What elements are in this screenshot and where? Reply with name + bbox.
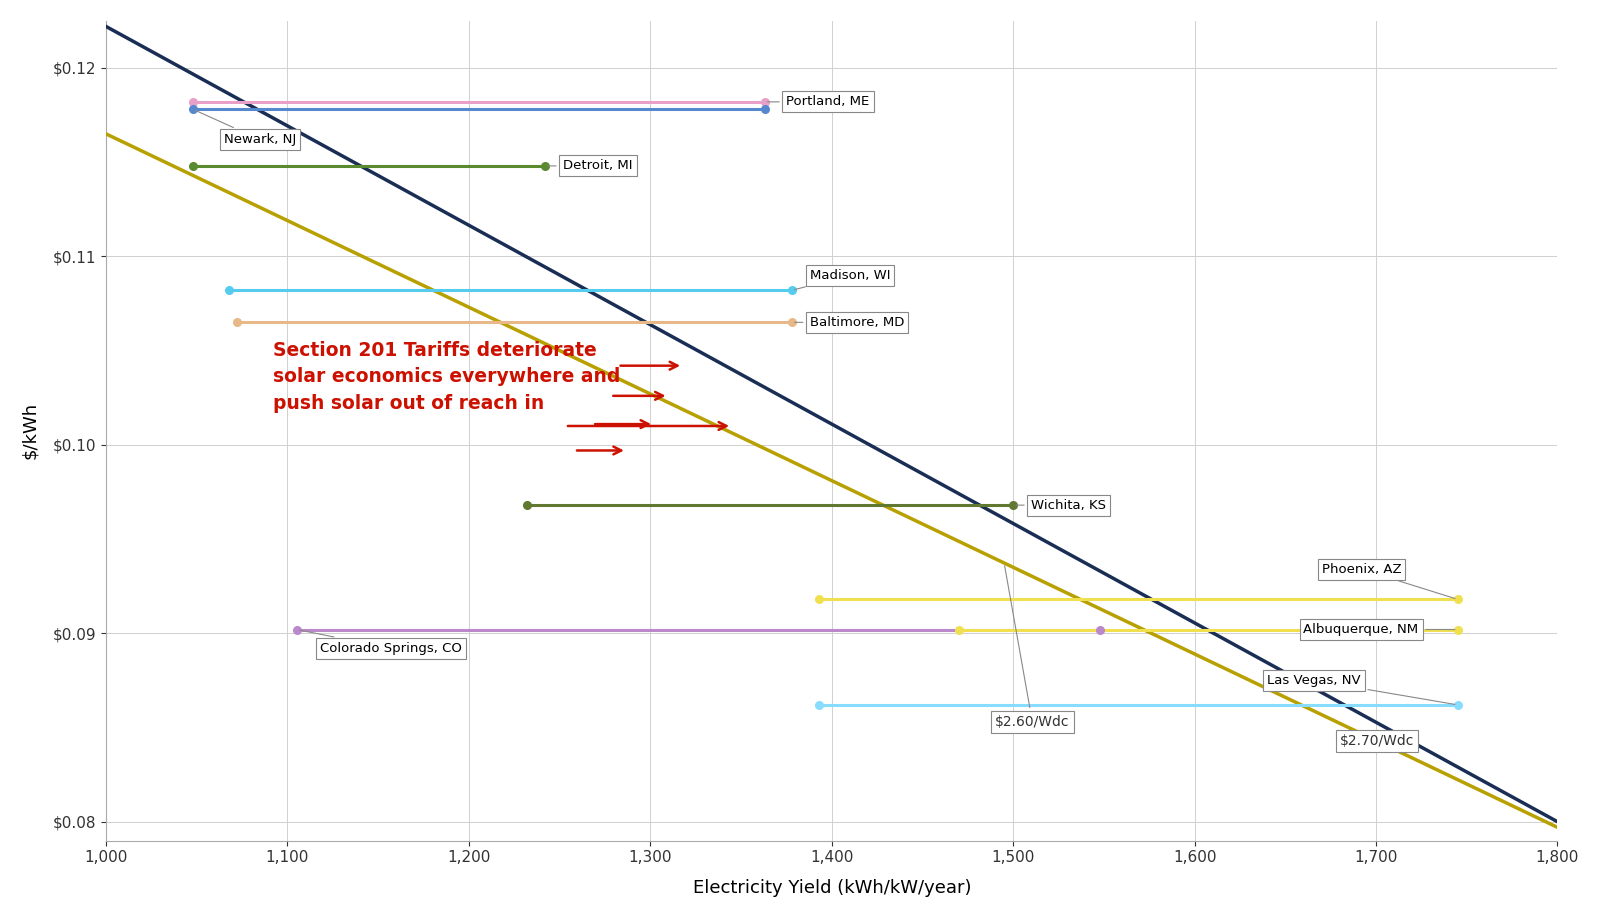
Text: Colorado Springs, CO: Colorado Springs, CO	[299, 630, 462, 655]
Text: Phoenix, AZ: Phoenix, AZ	[1322, 563, 1454, 599]
Text: Albuquerque, NM: Albuquerque, NM	[1304, 623, 1454, 636]
Text: Madison, WI: Madison, WI	[795, 269, 891, 289]
Text: Portland, ME: Portland, ME	[768, 95, 870, 108]
Text: Newark, NJ: Newark, NJ	[195, 110, 296, 146]
Text: Las Vegas, NV: Las Vegas, NV	[1267, 674, 1454, 704]
Y-axis label: $/kWh: $/kWh	[21, 402, 38, 459]
Text: Wichita, KS: Wichita, KS	[1016, 498, 1106, 511]
X-axis label: Electricity Yield (kWh/kW/year): Electricity Yield (kWh/kW/year)	[693, 879, 971, 897]
Text: $2.70/Wdc: $2.70/Wdc	[1339, 733, 1414, 747]
Text: $2.60/Wdc: $2.60/Wdc	[995, 565, 1069, 729]
Text: Section 201 Tariffs deteriorate
solar economics everywhere and
push solar out of: Section 201 Tariffs deteriorate solar ec…	[274, 341, 621, 413]
Text: Baltimore, MD: Baltimore, MD	[795, 316, 904, 329]
Text: Detroit, MI: Detroit, MI	[547, 160, 632, 173]
